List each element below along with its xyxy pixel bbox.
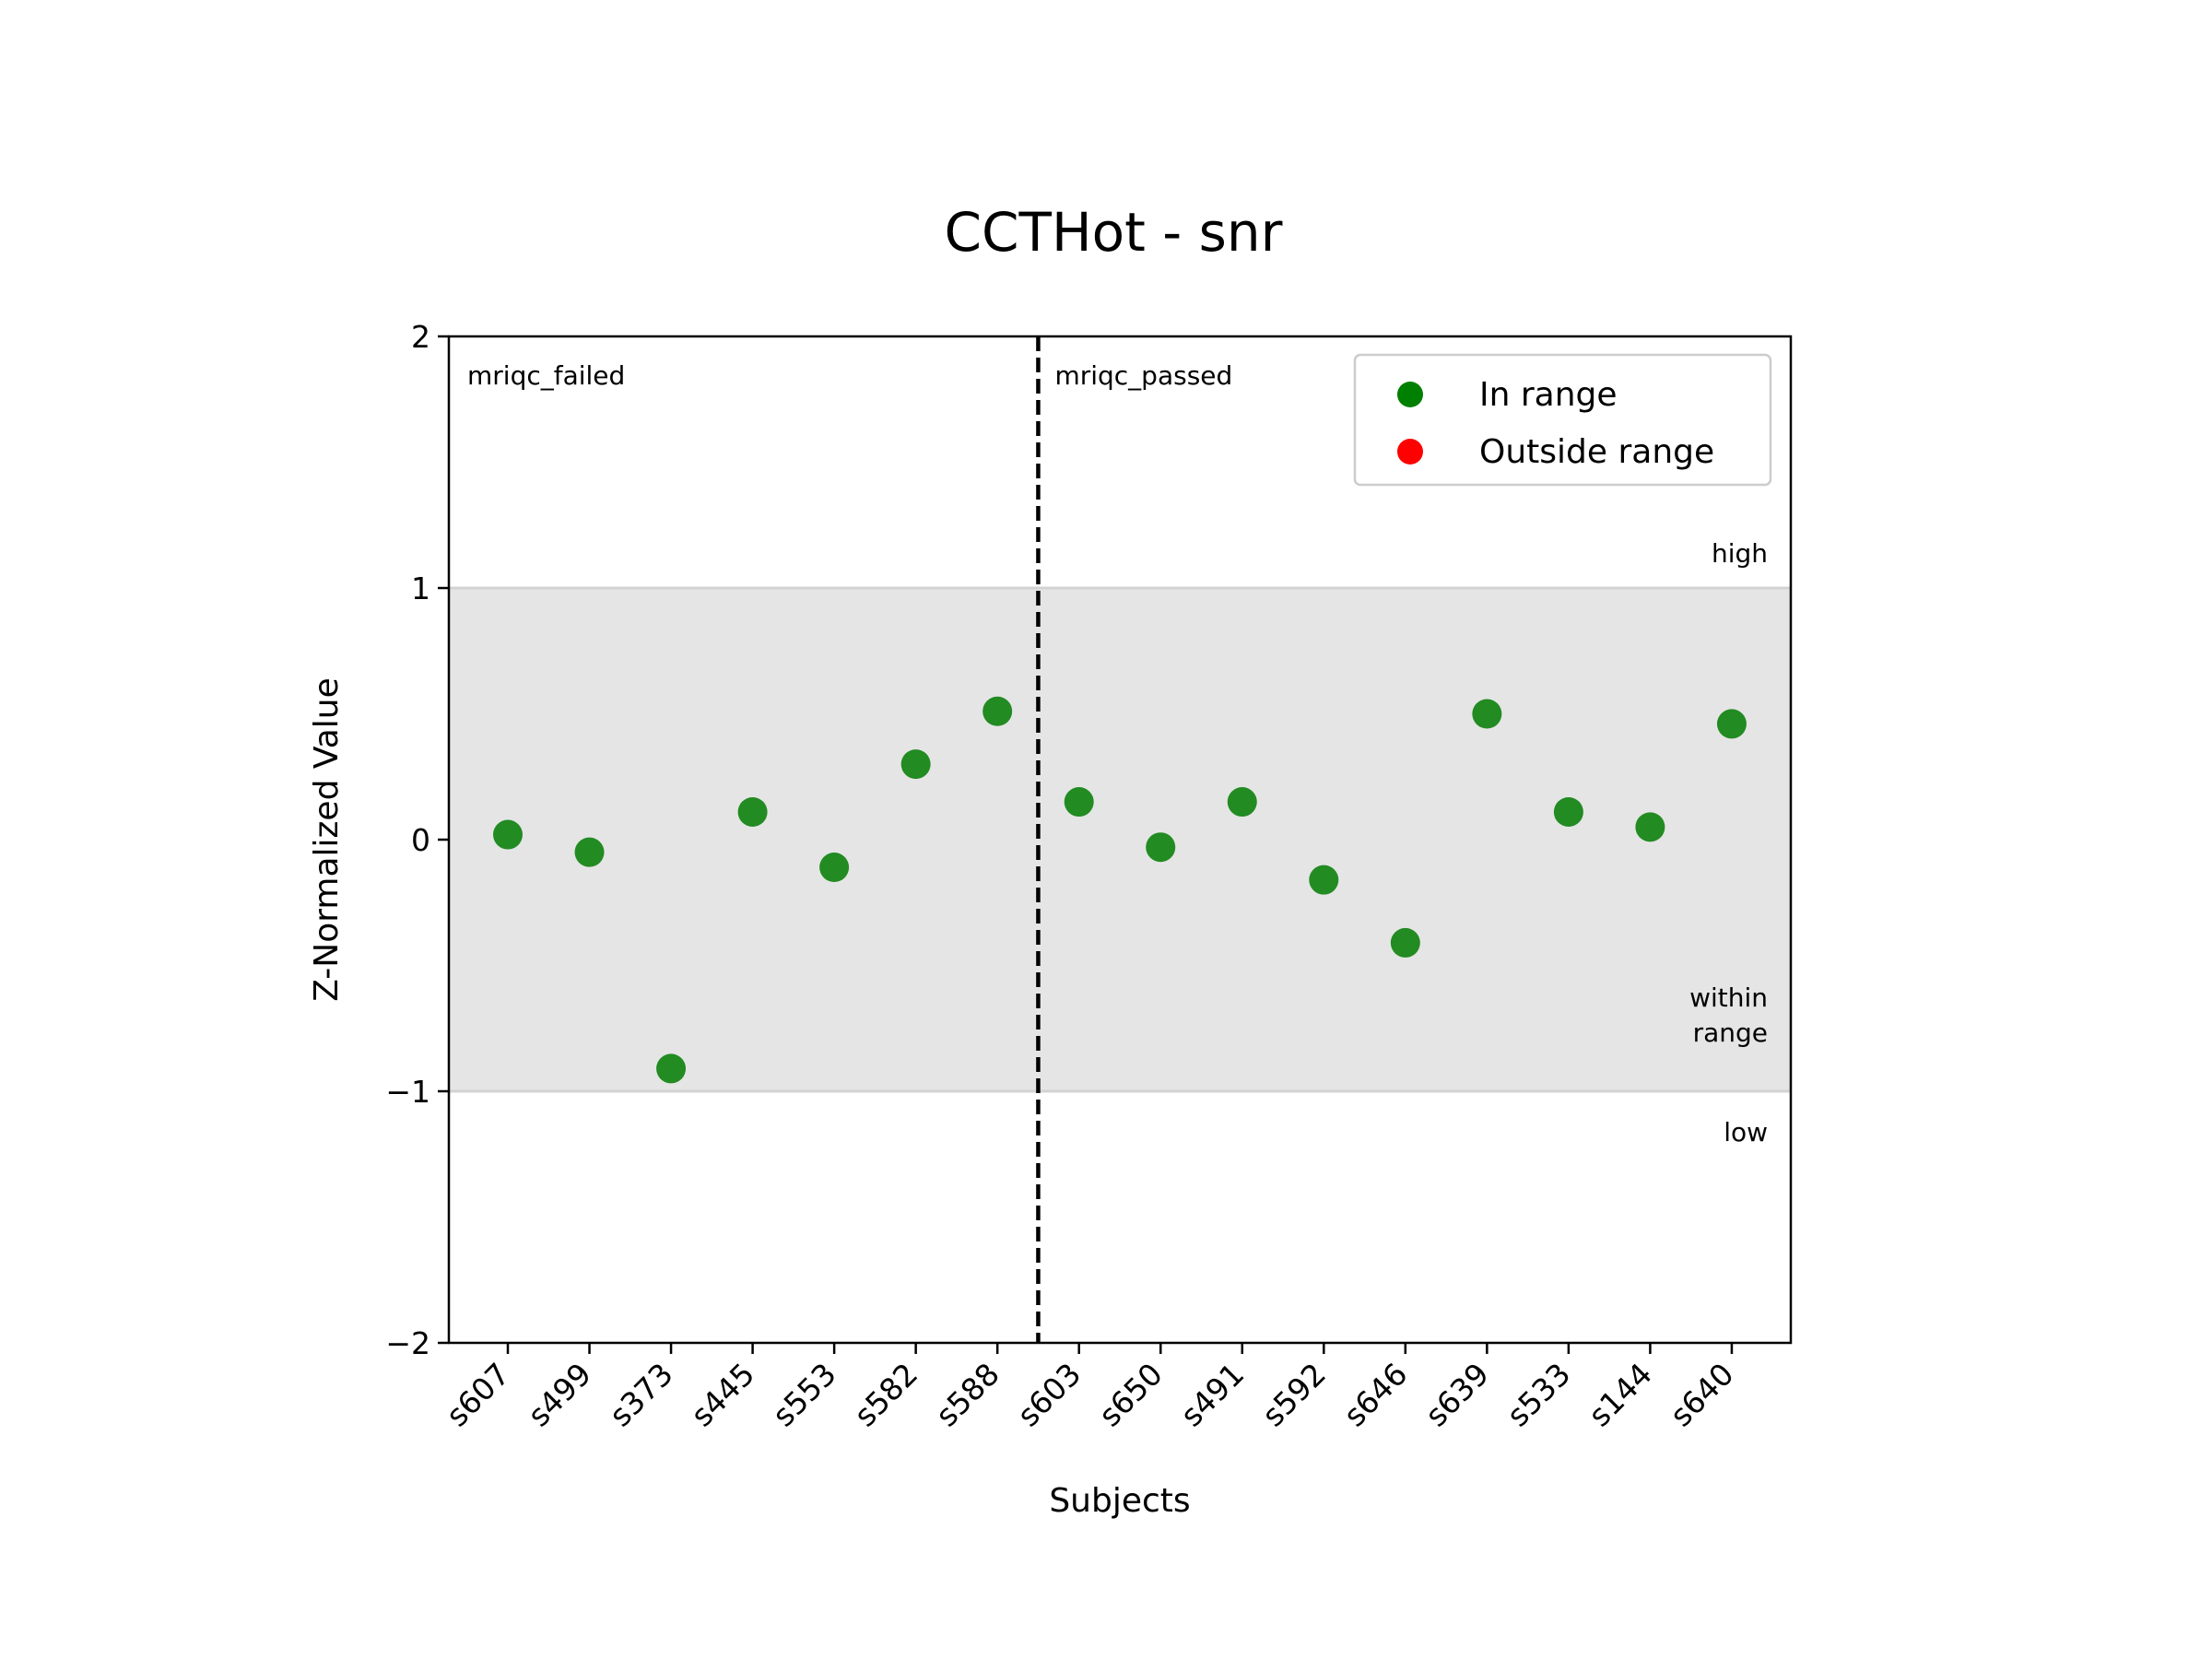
y-tick-label: −2 [385,1325,430,1361]
data-point-s553 [819,853,850,883]
y-axis-label: Z-Normalized Value [308,677,346,1001]
legend-box [1353,353,1772,487]
data-point-s491 [1227,787,1257,818]
region-label-range: range [1693,1018,1768,1048]
legend-marker-in-range [1397,382,1423,407]
y-axis: −2 −1 0 1 2 [385,319,449,1361]
data-point-s646 [1390,927,1420,958]
legend-label-outside-range: Outside range [1479,433,1714,471]
x-axis-label: Subjects [1049,1482,1190,1520]
region-label-high: high [1712,538,1768,569]
group-label-mriqc-failed: mriqc_failed [467,360,625,391]
region-label-low: low [1724,1117,1768,1147]
y-tick-label: 2 [411,319,430,355]
data-point-s639 [1472,699,1502,729]
data-point-s373 [656,1053,687,1084]
data-point-s445 [737,796,768,827]
data-point-s650 [1146,832,1176,863]
data-point-s607 [493,819,523,850]
data-point-s582 [900,749,931,780]
y-tick-label: 0 [411,822,430,858]
plot-area [447,335,1793,1345]
data-points [493,696,1747,1084]
data-point-s592 [1309,865,1339,895]
legend-marker-outside-range [1397,439,1423,465]
group-label-mriqc-passed: mriqc_passed [1054,360,1232,391]
data-point-s144 [1635,812,1665,842]
data-point-s640 [1716,709,1747,739]
data-point-s603 [1064,787,1094,818]
legend-label-in-range: In range [1479,376,1618,414]
data-point-s588 [982,696,1013,726]
data-point-s499 [574,837,605,867]
region-label-within: within [1689,982,1768,1013]
legend: In range Outside range [1353,353,1772,487]
y-tick-label: 1 [411,571,430,606]
y-tick-label: −1 [385,1074,430,1110]
data-point-s533 [1553,796,1583,827]
within-range-band [449,588,1791,1091]
chart-title: CCTHot - snr [945,201,1283,264]
